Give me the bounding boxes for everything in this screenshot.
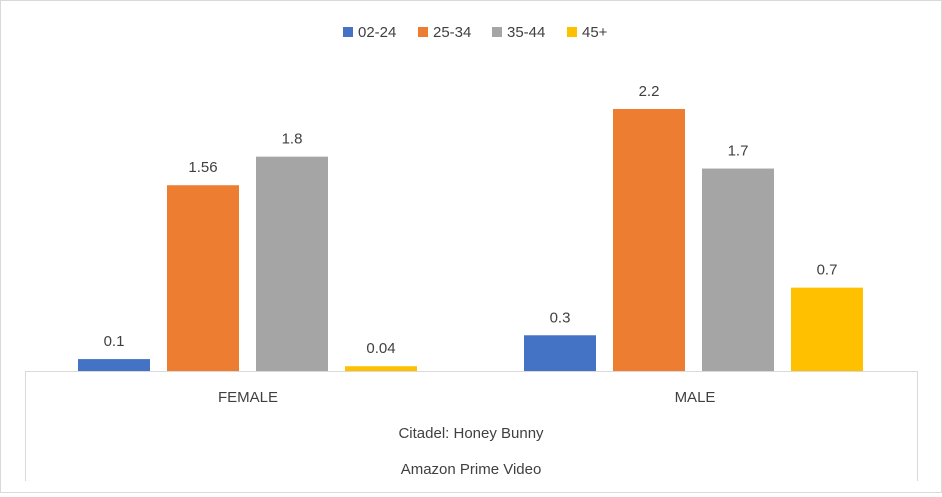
group-label-amazon-prime-video: Amazon Prime Video <box>401 461 542 478</box>
bar-female-25-34 <box>167 185 239 371</box>
data-label-male-25-34: 2.2 <box>639 83 660 100</box>
legend-label-02-24: 02-24 <box>358 24 396 41</box>
legend-label-45: 45+ <box>582 24 608 41</box>
data-label-female-35-44: 1.8 <box>282 131 303 148</box>
legend-label-25-34: 25-34 <box>433 24 471 41</box>
legend: 02-24 25-34 35-44 45+ <box>343 24 608 41</box>
legend-swatch-45 <box>567 27 577 37</box>
bar-male-02-24 <box>524 335 596 371</box>
data-label-female-45: 0.04 <box>366 340 395 357</box>
bar-male-45 <box>791 287 863 371</box>
category-label-female: FEMALE <box>218 389 278 406</box>
legend-swatch-35-44 <box>492 27 502 37</box>
data-label-female-02-24: 0.1 <box>104 333 125 350</box>
bar-male-35-44 <box>702 168 774 371</box>
bar-female-45 <box>345 366 417 371</box>
data-label-male-02-24: 0.3 <box>550 309 571 326</box>
bar-male-25-34 <box>613 109 685 371</box>
bars-layer: 0.1 1.56 1.8 0.04 0.3 2.2 1.7 0.7 <box>78 83 863 371</box>
group-label-citadel-honey-bunny: Citadel: Honey Bunny <box>398 425 544 442</box>
legend-swatch-25-34 <box>418 27 428 37</box>
category-axis: FEMALE MALE Citadel: Honey Bunny Amazon Pri… <box>25 371 918 481</box>
bar-female-02-24 <box>78 359 150 371</box>
category-label-male: MALE <box>675 389 716 406</box>
legend-swatch-02-24 <box>343 27 353 37</box>
data-label-male-35-44: 1.7 <box>728 143 749 160</box>
legend-label-35-44: 35-44 <box>507 24 545 41</box>
data-label-male-45: 0.7 <box>817 262 838 279</box>
bar-female-35-44 <box>256 156 328 371</box>
data-label-female-25-34: 1.56 <box>188 159 217 176</box>
